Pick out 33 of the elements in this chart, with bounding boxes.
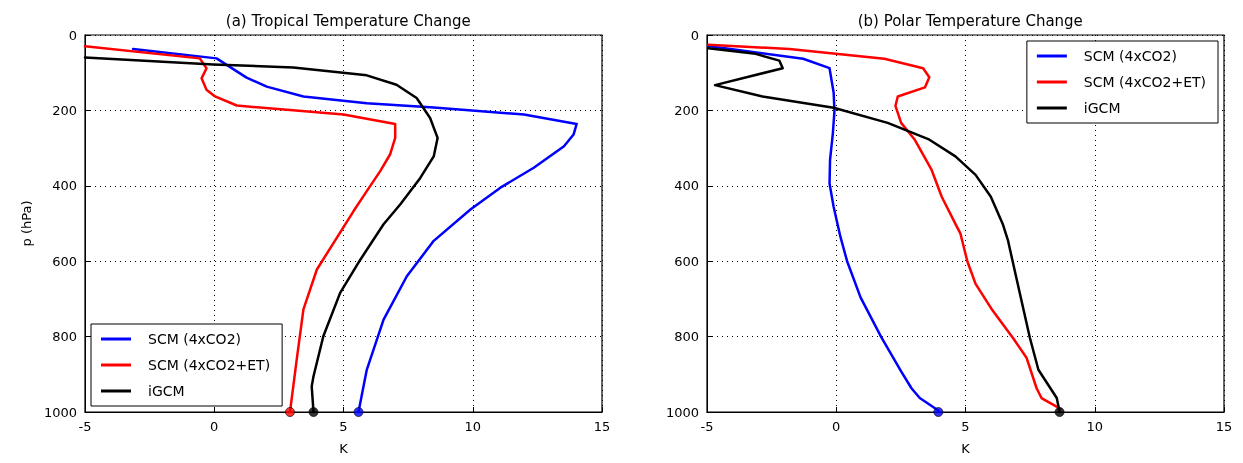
chart-title: (b) Polar Temperature Change xyxy=(857,11,1083,30)
legend-label: SCM (4xCO2) xyxy=(1083,48,1177,64)
y-tick-label: 600 xyxy=(52,253,77,269)
y-tick-label: 800 xyxy=(52,329,77,345)
y-tick-label: 0 xyxy=(690,27,699,43)
y-tick-label: 0 xyxy=(68,27,77,43)
chart-title: (a) Tropical Temperature Change xyxy=(225,11,471,30)
y-tick-label: 600 xyxy=(673,253,699,269)
x-axis-title: K xyxy=(339,441,349,456)
y-tick-label: 200 xyxy=(673,102,699,118)
y-tick-label: 1000 xyxy=(43,404,77,420)
x-axis-title: K xyxy=(960,441,970,456)
x-tick-label: 10 xyxy=(464,419,482,434)
x-tick-label: 0 xyxy=(831,419,840,434)
x-tick-label: 5 xyxy=(960,419,970,434)
y-tick-label: 1000 xyxy=(665,404,699,420)
y-tick-label: 800 xyxy=(673,329,699,345)
x-tick-label: 15 xyxy=(1215,419,1232,434)
x-tick-label: 15 xyxy=(593,419,611,434)
legend-label: SCM (4xCO2) xyxy=(148,331,242,347)
y-tick-label: 400 xyxy=(673,178,699,194)
legend-label: iGCM xyxy=(148,383,185,399)
x-tick-label: -5 xyxy=(700,419,713,434)
x-tick-label: 0 xyxy=(210,419,219,434)
y-axis-title: p (hPa) xyxy=(19,200,35,247)
y-tick-label: 200 xyxy=(52,102,77,118)
y-tick-label: 400 xyxy=(52,178,77,194)
x-tick-label: -5 xyxy=(78,419,92,434)
legend-label: iGCM xyxy=(1083,100,1120,116)
x-tick-label: 10 xyxy=(1085,419,1103,434)
x-tick-label: 5 xyxy=(339,419,348,434)
legend-label: SCM (4xCO2+ET) xyxy=(148,357,271,373)
legend-label: SCM (4xCO2+ET) xyxy=(1083,74,1206,90)
